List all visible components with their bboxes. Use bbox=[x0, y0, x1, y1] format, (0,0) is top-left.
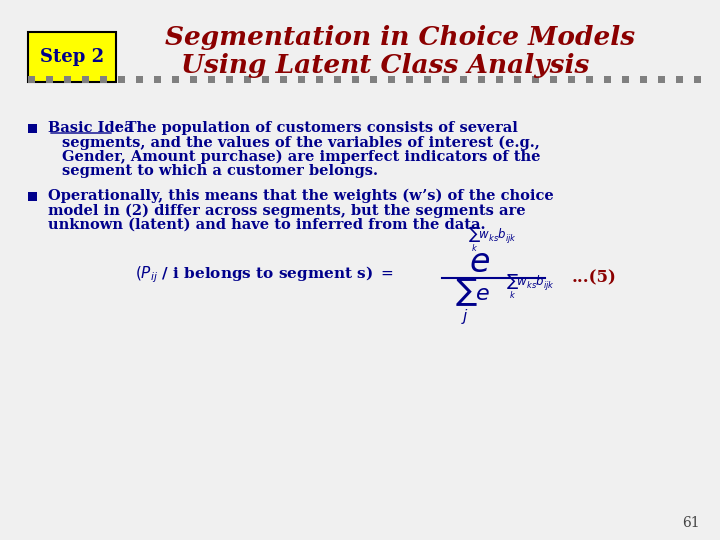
Text: segment to which a customer belongs.: segment to which a customer belongs. bbox=[62, 165, 378, 179]
Text: $\sum_j e$: $\sum_j e$ bbox=[455, 276, 490, 327]
Text: $e$: $e$ bbox=[469, 246, 490, 280]
Bar bbox=[622, 76, 629, 83]
Bar bbox=[388, 76, 395, 83]
Bar bbox=[334, 76, 341, 83]
Text: model in (2) differ across segments, but the segments are: model in (2) differ across segments, but… bbox=[48, 203, 526, 218]
Bar bbox=[676, 76, 683, 83]
Text: Basic Idea: Basic Idea bbox=[48, 121, 133, 135]
Bar bbox=[478, 76, 485, 83]
Bar bbox=[172, 76, 179, 83]
Bar bbox=[406, 76, 413, 83]
Bar bbox=[658, 76, 665, 83]
Bar bbox=[244, 76, 251, 83]
Bar bbox=[118, 76, 125, 83]
Bar bbox=[46, 76, 53, 83]
Bar bbox=[694, 76, 701, 83]
Bar bbox=[28, 76, 35, 83]
Text: Step 2: Step 2 bbox=[40, 48, 104, 66]
Bar bbox=[442, 76, 449, 83]
Bar bbox=[28, 192, 37, 201]
Bar bbox=[208, 76, 215, 83]
Bar bbox=[154, 76, 161, 83]
Bar bbox=[226, 76, 233, 83]
Bar bbox=[496, 76, 503, 83]
Bar bbox=[262, 76, 269, 83]
Text: $\sum_k w_{ks}b_{ijk}$: $\sum_k w_{ks}b_{ijk}$ bbox=[467, 226, 516, 254]
Bar bbox=[370, 76, 377, 83]
Text: unknown (latent) and have to inferred from the data.: unknown (latent) and have to inferred fr… bbox=[48, 218, 485, 232]
Text: ...(5): ...(5) bbox=[572, 269, 617, 287]
Text: Operationally, this means that the weights (w’s) of the choice: Operationally, this means that the weigh… bbox=[48, 189, 554, 203]
Text: : The population of customers consists of several: : The population of customers consists o… bbox=[115, 121, 518, 135]
FancyBboxPatch shape bbox=[28, 32, 116, 82]
Text: $\sum_k w_{ks}b_{ijk}$: $\sum_k w_{ks}b_{ijk}$ bbox=[506, 273, 555, 301]
Bar bbox=[64, 76, 71, 83]
Bar bbox=[586, 76, 593, 83]
Bar bbox=[28, 124, 37, 133]
Bar bbox=[190, 76, 197, 83]
Bar bbox=[604, 76, 611, 83]
Bar bbox=[352, 76, 359, 83]
Bar bbox=[640, 76, 647, 83]
Text: Gender, Amount purchase) are imperfect indicators of the: Gender, Amount purchase) are imperfect i… bbox=[62, 150, 541, 164]
Bar bbox=[136, 76, 143, 83]
Bar bbox=[550, 76, 557, 83]
Text: 61: 61 bbox=[683, 516, 700, 530]
Text: $(P_{ij}$ / i belongs to segment s) $=$: $(P_{ij}$ / i belongs to segment s) $=$ bbox=[135, 265, 394, 285]
Bar bbox=[424, 76, 431, 83]
Bar bbox=[568, 76, 575, 83]
Text: Using Latent Class Analysis: Using Latent Class Analysis bbox=[181, 53, 589, 78]
Text: segments, and the values of the variables of interest (e.g.,: segments, and the values of the variable… bbox=[62, 136, 540, 150]
Bar bbox=[514, 76, 521, 83]
Bar bbox=[280, 76, 287, 83]
Bar bbox=[532, 76, 539, 83]
Bar bbox=[82, 76, 89, 83]
Bar bbox=[298, 76, 305, 83]
Bar bbox=[316, 76, 323, 83]
Bar bbox=[100, 76, 107, 83]
Text: Segmentation in Choice Models: Segmentation in Choice Models bbox=[165, 25, 635, 51]
Bar bbox=[460, 76, 467, 83]
